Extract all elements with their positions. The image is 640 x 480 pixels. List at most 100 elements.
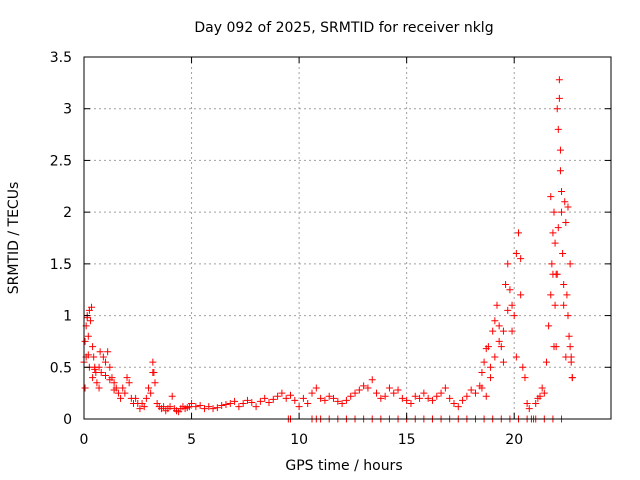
data-point	[551, 301, 559, 309]
data-point	[556, 146, 564, 154]
data-point	[508, 327, 516, 335]
data-point	[564, 312, 572, 320]
data-point	[506, 286, 514, 294]
data-point	[517, 255, 525, 263]
data-point	[132, 394, 140, 402]
data-point	[517, 291, 525, 299]
data-point	[519, 363, 527, 371]
data-point	[373, 389, 381, 397]
data-point	[235, 403, 243, 411]
data-point	[487, 363, 495, 371]
data-point	[151, 379, 159, 387]
data-point	[555, 94, 563, 102]
y-tick-label: 3	[63, 102, 72, 118]
y-tick-label: 1	[63, 309, 72, 325]
data-point	[91, 365, 99, 373]
data-point	[495, 322, 503, 330]
data-point	[554, 224, 562, 232]
grid	[84, 57, 611, 419]
data-point	[467, 386, 475, 394]
data-point	[360, 382, 368, 390]
y-tick-labels: 0 0.5 1 1.5 2 2.5 3 3.5	[50, 50, 72, 428]
data-point	[347, 392, 355, 400]
data-point	[433, 392, 441, 400]
data-point	[504, 260, 512, 268]
data-point	[403, 396, 411, 404]
data-point	[84, 351, 92, 359]
data-point	[549, 229, 557, 237]
data-point	[446, 394, 454, 402]
data-point	[497, 343, 505, 351]
y-tick-label: 0	[63, 412, 72, 428]
plot-frame	[83, 56, 612, 420]
data-point	[560, 281, 568, 289]
data-point	[81, 337, 89, 345]
x-axis-label: GPS time / hours	[285, 458, 402, 474]
data-point	[553, 270, 561, 278]
data-point	[416, 394, 424, 402]
data-point	[265, 398, 273, 406]
data-point	[86, 317, 94, 325]
data-point	[342, 396, 350, 404]
data-point	[325, 392, 333, 400]
data-point	[487, 374, 495, 382]
data-point	[482, 392, 490, 400]
data-point	[84, 332, 92, 340]
data-point	[368, 376, 376, 384]
data-point	[564, 203, 572, 211]
data-point	[538, 384, 546, 392]
data-point	[381, 392, 389, 400]
x-tick-label: 15	[398, 432, 416, 448]
data-point	[89, 374, 97, 382]
data-point	[243, 396, 251, 404]
data-point	[188, 399, 196, 407]
data-point	[213, 404, 221, 412]
data-point	[299, 394, 307, 402]
data-point	[407, 399, 415, 407]
data-point	[102, 372, 110, 380]
data-point	[364, 384, 372, 392]
data-point	[106, 363, 114, 371]
data-point	[248, 398, 256, 406]
y-tick-label: 3.5	[50, 50, 72, 66]
data-point	[110, 379, 118, 387]
data-point	[502, 281, 510, 289]
data-point	[89, 343, 97, 351]
data-point	[556, 167, 564, 175]
data-point	[304, 399, 312, 407]
data-point	[499, 327, 507, 335]
x-tick-label: 0	[80, 432, 89, 448]
data-point	[97, 368, 105, 376]
data-point	[480, 358, 488, 366]
y-tick-label: 2	[63, 205, 72, 221]
data-point	[547, 193, 555, 201]
data-point	[96, 348, 104, 356]
data-point	[554, 125, 562, 133]
data-points	[80, 76, 576, 423]
data-point	[478, 384, 486, 392]
chart-title: Day 092 of 2025, SRMTID for receiver nkl…	[194, 20, 493, 36]
data-point	[222, 401, 230, 409]
data-point	[166, 403, 174, 411]
data-point	[558, 208, 566, 216]
x-tick-label: 5	[187, 432, 196, 448]
data-point	[269, 395, 277, 403]
data-point	[88, 303, 96, 311]
data-point	[525, 405, 533, 413]
y-axis-label: SRMTID / TECUs	[6, 182, 22, 295]
data-point	[282, 394, 290, 402]
data-point	[558, 187, 566, 195]
data-point	[565, 332, 573, 340]
data-point	[209, 405, 217, 413]
data-point	[192, 403, 200, 411]
data-point	[104, 348, 112, 356]
data-point	[110, 386, 118, 394]
data-point	[566, 260, 574, 268]
data-point	[552, 343, 560, 351]
data-point	[390, 389, 398, 397]
data-point	[145, 384, 153, 392]
data-point	[147, 389, 155, 397]
data-point	[459, 396, 467, 404]
data-point	[484, 343, 492, 351]
data-point	[420, 389, 428, 397]
